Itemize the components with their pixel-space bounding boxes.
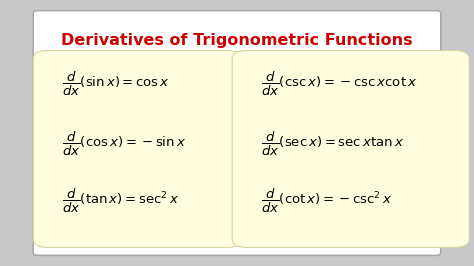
Text: $\dfrac{d}{dx}(\sec x) = \sec x\tan x$: $\dfrac{d}{dx}(\sec x) = \sec x\tan x$ — [261, 130, 404, 158]
Text: $\dfrac{d}{dx}(\cot x) = -\csc^2 x$: $\dfrac{d}{dx}(\cot x) = -\csc^2 x$ — [261, 187, 392, 215]
FancyBboxPatch shape — [232, 51, 469, 247]
Text: $\dfrac{d}{dx}(\csc x) = -\csc x\cot x$: $\dfrac{d}{dx}(\csc x) = -\csc x\cot x$ — [261, 70, 417, 98]
Text: Derivatives of Trigonometric Functions: Derivatives of Trigonometric Functions — [61, 33, 413, 48]
FancyBboxPatch shape — [33, 11, 441, 255]
Text: $\dfrac{d}{dx}(\sin x) = \cos x$: $\dfrac{d}{dx}(\sin x) = \cos x$ — [62, 70, 170, 98]
FancyBboxPatch shape — [33, 51, 242, 247]
Text: $\dfrac{d}{dx}(\tan x) = \sec^2 x$: $\dfrac{d}{dx}(\tan x) = \sec^2 x$ — [62, 187, 179, 215]
Text: $\dfrac{d}{dx}(\cos x) = -\sin x$: $\dfrac{d}{dx}(\cos x) = -\sin x$ — [62, 130, 186, 158]
